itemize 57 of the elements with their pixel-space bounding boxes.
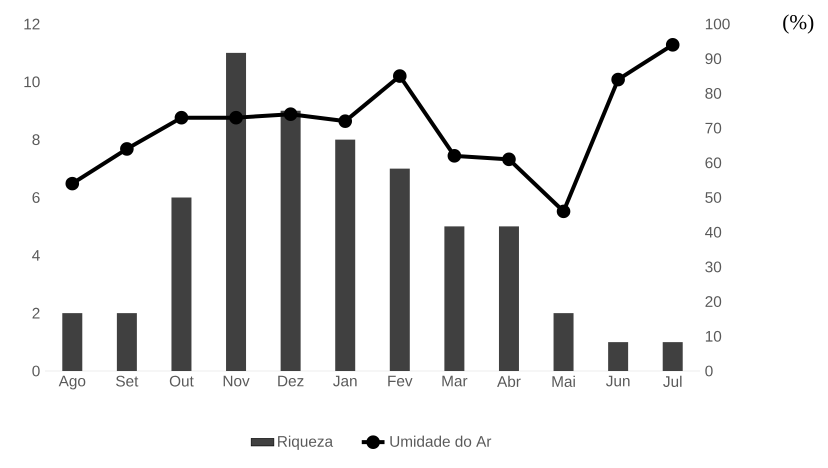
y-tick-label: 12 [24,18,40,30]
x-tick-label: Out [170,376,194,387]
bar [498,226,519,371]
x-tick-label: Dez [278,376,304,386]
x-tick-label: Set [116,376,138,387]
bar [608,342,628,371]
point [65,176,80,190]
y2-tick-label: 40 [705,226,722,238]
bar [62,313,82,371]
bar [554,313,574,371]
y2-axis-title: (%) [783,14,814,34]
bar [662,342,683,371]
x-tick-label: Jul [663,376,682,387]
point [338,114,352,128]
x-tick-label: Nov [224,376,250,386]
y2-tick-label: 70 [706,122,722,134]
y2-tick-label: 0 [705,366,713,376]
y2-tick-label: 10 [706,330,722,342]
y2-tick-label: 80 [705,88,722,99]
x-tick-label: Mai [552,376,575,387]
bar [116,313,137,371]
bar [171,198,192,371]
x-tick-label: Jan [333,376,357,386]
y2-tick-label: 50 [705,192,722,203]
x-tick-label: Ago [58,376,86,390]
bar [280,110,301,371]
y2-tick-label: 60 [705,157,722,168]
y-tick-label: 8 [32,134,40,146]
y-tick-label: 2 [32,308,40,319]
point [392,69,407,83]
y-tick-label: 4 [32,250,40,261]
y2-tick-label: 100 [706,18,730,30]
point [284,107,298,122]
y2-tick-label: 90 [705,53,722,64]
y2-tick-label: 30 [705,261,722,272]
legend-label: Riqueza [278,436,334,450]
point [611,72,625,86]
point [556,204,570,218]
bar [335,140,356,371]
point [666,38,680,52]
point [174,110,188,124]
x-tick-label: Mar [442,376,468,386]
x-tick-label: Jun [606,376,630,386]
point [229,110,243,124]
y2-tick-label: 20 [705,296,722,308]
y-tick-label: 10 [24,76,40,88]
y-tick-label: 0 [32,366,40,376]
y-tick-label: 6 [32,192,40,203]
point [120,142,134,156]
point [448,149,462,163]
point [502,152,516,166]
bar [444,226,464,371]
bar [390,168,410,371]
x-tick-label: Abr [497,376,521,387]
legend-label: Umidade do Ar [390,436,492,447]
x-tick-label: Fev [388,376,413,386]
bar [226,52,246,371]
